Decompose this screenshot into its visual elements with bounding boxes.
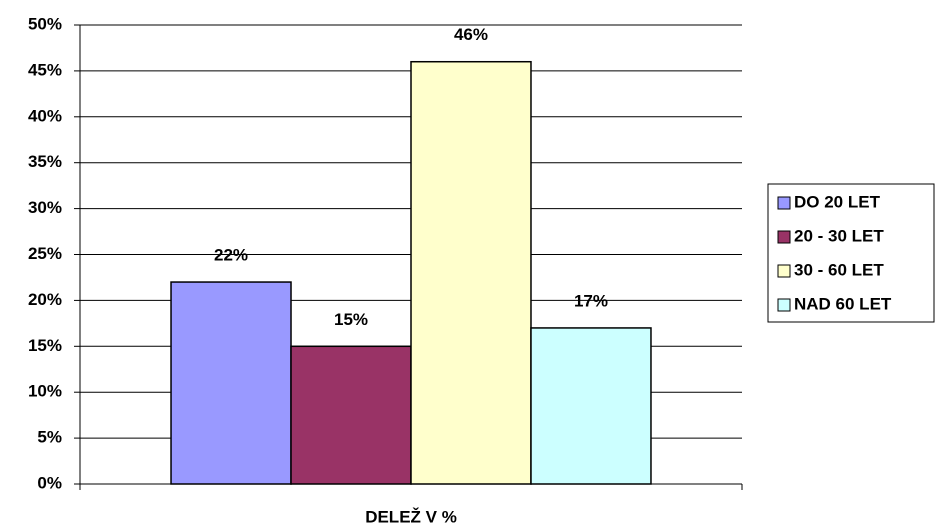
legend-label: 30 - 60 LET [794, 260, 884, 279]
y-tick-label: 35% [28, 152, 62, 171]
x-tick-label: DELEŽ V % [365, 507, 457, 526]
y-tick-label: 15% [28, 336, 62, 355]
legend-swatch [777, 230, 791, 244]
legend-swatch [777, 196, 791, 210]
bar [530, 327, 652, 485]
legend-label: DO 20 LET [794, 192, 881, 211]
legend-label: NAD 60 LET [794, 294, 892, 313]
y-tick-label: 20% [28, 290, 62, 309]
legend-swatch [777, 298, 791, 312]
y-tick-label: 40% [28, 106, 62, 125]
y-tick-label: 10% [28, 382, 62, 401]
legend-swatch [777, 264, 791, 278]
data-label: 46% [454, 25, 488, 44]
bar [290, 345, 412, 485]
data-label: 17% [574, 291, 608, 310]
y-tick-label: 30% [28, 198, 62, 217]
y-tick-label: 25% [28, 244, 62, 263]
y-tick-label: 50% [28, 14, 62, 33]
y-tick-label: 0% [37, 473, 62, 492]
legend-box [767, 183, 935, 323]
bar [170, 281, 292, 485]
legend-label: 20 - 30 LET [794, 226, 884, 245]
y-tick-label: 45% [28, 60, 62, 79]
data-label: 22% [214, 246, 248, 265]
y-tick-label: 5% [37, 428, 62, 447]
data-label: 15% [334, 310, 368, 329]
bar [410, 60, 532, 485]
